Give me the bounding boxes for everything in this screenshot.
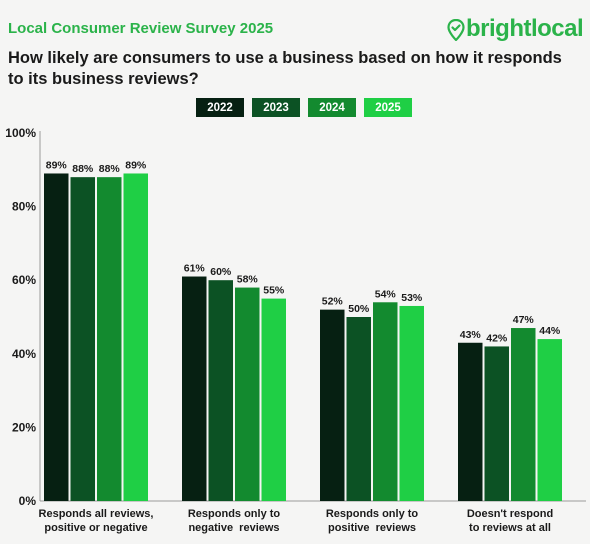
- x-category-label: negative reviews: [188, 522, 279, 534]
- y-tick-label: 40%: [12, 347, 36, 361]
- bar-value-label: 43%: [460, 329, 482, 341]
- legend-item-2024: 2024: [308, 98, 356, 117]
- chart-legend: 2022 2023 2024 2025: [196, 98, 412, 117]
- bar-2024-cat3: [373, 302, 398, 501]
- y-tick-label: 0%: [19, 494, 37, 508]
- x-category-label: Responds only to: [188, 508, 281, 520]
- bar-value-label: 89%: [46, 159, 68, 171]
- bar-value-label: 61%: [184, 263, 206, 275]
- y-tick-label: 60%: [12, 273, 36, 287]
- bar-2025-cat4: [537, 339, 562, 501]
- y-tick-label: 80%: [12, 200, 36, 214]
- bar-2023-cat4: [484, 346, 509, 501]
- bar-2022-cat1: [44, 173, 69, 502]
- x-category-label: Responds all reviews,: [39, 508, 154, 520]
- bar-value-label: 54%: [375, 288, 397, 300]
- bar-2023-cat3: [346, 317, 371, 501]
- y-tick-label: 20%: [12, 420, 36, 434]
- bar-value-label: 58%: [237, 274, 259, 286]
- bar-value-label: 55%: [263, 285, 285, 297]
- y-tick-label: 100%: [5, 126, 36, 140]
- survey-title: Local Consumer Review Survey 2025: [8, 20, 274, 37]
- legend-item-2023: 2023: [252, 98, 300, 117]
- bar-value-label: 88%: [72, 163, 94, 175]
- x-category-label: Doesn't respond: [467, 508, 553, 520]
- x-category-label: positive or negative: [44, 522, 147, 534]
- bar-2023-cat1: [70, 177, 95, 501]
- bar-value-label: 50%: [348, 303, 370, 315]
- bar-2023-cat2: [208, 280, 233, 501]
- bar-value-label: 52%: [322, 296, 344, 308]
- bar-2022-cat2: [182, 276, 207, 501]
- bar-2025-cat2: [261, 298, 286, 501]
- x-category-label: to reviews at all: [469, 522, 551, 534]
- bar-2024-cat4: [511, 328, 536, 501]
- bar-value-label: 88%: [99, 163, 121, 175]
- bar-2025-cat3: [399, 305, 424, 501]
- location-pin-icon: [447, 19, 465, 41]
- bar-value-label: 42%: [486, 332, 508, 344]
- brand-name: brightlocal: [466, 15, 584, 42]
- bar-2024-cat1: [97, 177, 122, 501]
- bar-value-label: 47%: [513, 314, 535, 326]
- x-category-label: Responds only to: [326, 508, 419, 520]
- bar-value-label: 89%: [125, 159, 147, 171]
- bar-2024-cat2: [235, 287, 260, 501]
- bar-value-label: 44%: [539, 325, 561, 337]
- legend-item-2025: 2025: [364, 98, 412, 117]
- bar-value-label: 60%: [210, 266, 232, 278]
- legend-item-2022: 2022: [196, 98, 244, 117]
- bar-value-label: 53%: [401, 292, 423, 304]
- chart-question: How likely are consumers to use a busine…: [8, 49, 562, 88]
- x-category-label: positive reviews: [328, 522, 416, 534]
- bar-2025-cat1: [123, 173, 148, 502]
- bar-2022-cat4: [458, 342, 483, 501]
- bar-2022-cat3: [320, 309, 345, 501]
